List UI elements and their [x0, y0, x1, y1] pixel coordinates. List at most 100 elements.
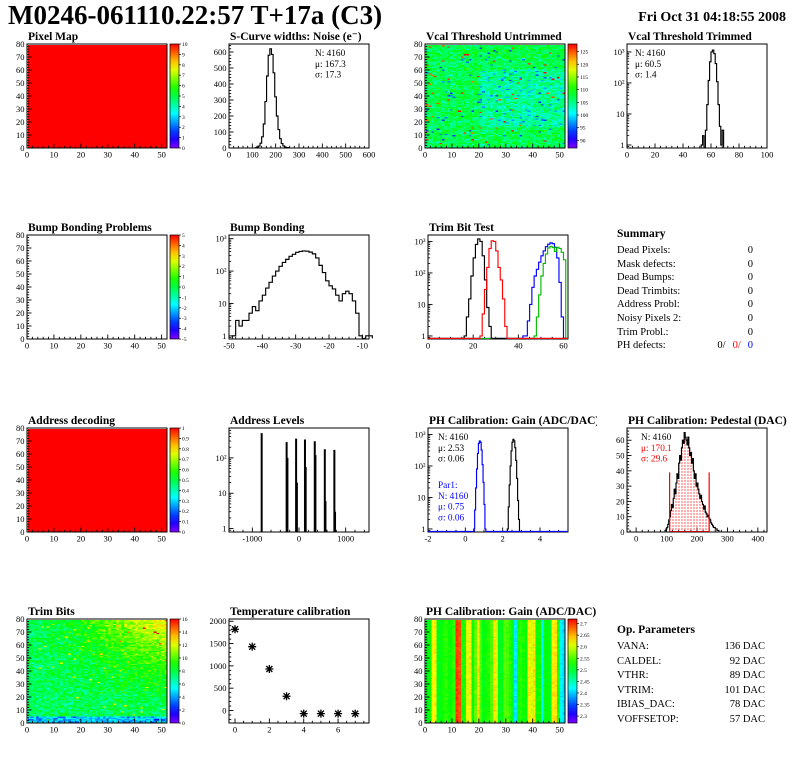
- svg-text:4: 4: [302, 725, 307, 735]
- ph-calibration-gain-hist-svg: PH Calibration: Gain (ADC/DAC) -2 0 2 4 1 10 10…: [414, 415, 597, 544]
- svg-text:50: 50: [157, 150, 166, 160]
- svg-text:0: 0: [20, 527, 24, 537]
- svg-text:400: 400: [751, 534, 764, 544]
- svg-text:80: 80: [414, 39, 423, 49]
- svg-text:N: 4160: N: 4160: [438, 492, 469, 502]
- svg-text:600: 600: [363, 150, 376, 160]
- svg-text:-5: -5: [182, 337, 187, 343]
- vcal-threshold-trimmed-plot: Vcal Threshold Trimmed 0 20 40 60 80 100 1 10 10²…: [597, 30, 796, 200]
- svg-text:30: 30: [414, 679, 423, 689]
- svg-text:0: 0: [25, 725, 29, 735]
- svg-text:20: 20: [77, 341, 86, 351]
- svg-text:N: 4160: N: 4160: [635, 49, 666, 59]
- pixel-map-heatmap-canvas: [27, 44, 167, 148]
- svg-text:30: 30: [104, 725, 113, 735]
- svg-text:200: 200: [269, 150, 282, 160]
- svg-text:Par1:: Par1:: [438, 481, 458, 491]
- svg-text:-20: -20: [323, 341, 334, 351]
- svg-text:Pixel Map: Pixel Map: [28, 31, 78, 43]
- svg-text:PH Calibration: Pedestal (DAC): PH Calibration: Pedestal (DAC): [628, 415, 787, 427]
- op-parameter-value: 92 DAC: [729, 655, 765, 667]
- svg-text:100: 100: [246, 150, 259, 160]
- svg-text:30: 30: [616, 481, 625, 491]
- svg-text:70: 70: [16, 52, 25, 62]
- svg-text:10: 10: [50, 150, 59, 160]
- svg-text:10: 10: [50, 534, 59, 544]
- svg-text:95: 95: [580, 126, 586, 132]
- svg-text:10: 10: [16, 130, 25, 140]
- summary-row-label: Trim Probl.:: [617, 326, 669, 338]
- summary-row: Trim Probl.: 0: [617, 326, 753, 340]
- summary-value: 0: [747, 245, 753, 256]
- svg-text:50: 50: [157, 341, 166, 351]
- trim-bits-heatmap-canvas: [27, 619, 167, 723]
- svg-text:10: 10: [182, 42, 188, 48]
- ph-calibration-gain-map-heatmap-canvas: [425, 619, 565, 723]
- summary-rows: Dead Pixels: 0 Mask defects: 0 Dead Bumps: 0 D…: [617, 244, 753, 353]
- summary-row: Dead Bumps: 0: [617, 271, 753, 285]
- svg-text:60: 60: [16, 256, 25, 266]
- svg-text:-2: -2: [424, 534, 431, 544]
- svg-text:2.65: 2.65: [580, 633, 590, 639]
- svg-text:10: 10: [616, 512, 625, 522]
- svg-text:0: 0: [25, 534, 29, 544]
- scurve-noise-plot: S-Curve widths: Noise (e⁻) 0 100 200 300 400 5…: [199, 30, 398, 200]
- svg-text:60: 60: [414, 640, 423, 650]
- pixel-map-plot: Pixel Map 0 10 20 30 40 50 0 10 20 30 40 50 60 70 80 10 9…: [0, 30, 199, 200]
- svg-text:500: 500: [214, 683, 227, 693]
- svg-text:600: 600: [214, 47, 227, 57]
- svg-text:60: 60: [616, 435, 625, 445]
- svg-text:0: 0: [423, 725, 427, 735]
- svg-text:0.3: 0.3: [182, 499, 189, 505]
- svg-text:0: 0: [182, 530, 185, 536]
- svg-text:8: 8: [182, 63, 185, 69]
- svg-text:2: 2: [501, 534, 505, 544]
- svg-text:500: 500: [214, 63, 227, 73]
- svg-text:9: 9: [182, 52, 185, 58]
- svg-text:0: 0: [634, 534, 638, 544]
- svg-text:μ: 167.3: μ: 167.3: [315, 60, 346, 70]
- svg-text:10³: 10³: [613, 47, 625, 57]
- svg-text:105: 105: [580, 100, 589, 106]
- op-parameter-row-label: VOFFSETOP:: [617, 713, 679, 725]
- svg-text:1: 1: [182, 426, 185, 432]
- svg-text:50: 50: [16, 653, 25, 663]
- svg-text:40: 40: [16, 282, 25, 292]
- svg-text:10: 10: [417, 492, 426, 502]
- svg-text:30: 30: [414, 104, 423, 114]
- trim-bit-test-plot: Trim Bit Test 0 20 40 60 1 10 10² 10³: [398, 221, 597, 391]
- svg-text:10: 10: [16, 514, 25, 524]
- op-parameter-row: VOFFSETOP: 57 DAC: [617, 713, 765, 728]
- svg-text:0: 0: [222, 143, 226, 153]
- svg-text:10: 10: [417, 299, 426, 309]
- svg-text:6: 6: [182, 682, 185, 688]
- svg-text:μ: 170.1: μ: 170.1: [641, 444, 672, 454]
- svg-text:0: 0: [20, 718, 24, 728]
- svg-text:100: 100: [580, 113, 589, 119]
- svg-text:50: 50: [616, 451, 625, 461]
- svg-text:Vcal Threshold Trimmed: Vcal Threshold Trimmed: [628, 31, 752, 43]
- op-parameter-row: VTHR: 89 DAC: [617, 669, 765, 684]
- vcal-threshold-untrimmed-heatmap-canvas: [425, 44, 565, 148]
- svg-text:σ: 29.6: σ: 29.6: [641, 455, 668, 465]
- svg-text:10: 10: [616, 109, 625, 119]
- svg-text:1: 1: [421, 331, 425, 341]
- svg-text:14: 14: [182, 630, 188, 636]
- svg-text:8: 8: [182, 669, 185, 675]
- op-parameter-row-label: CALDEL:: [617, 655, 662, 667]
- op-parameter-value: 101 DAC: [724, 684, 765, 696]
- svg-text:3: 3: [182, 254, 185, 260]
- svg-text:0.4: 0.4: [182, 488, 189, 494]
- svg-text:90: 90: [580, 138, 586, 144]
- svg-text:20: 20: [616, 496, 625, 506]
- svg-text:60: 60: [559, 341, 568, 351]
- svg-text:10³: 10³: [414, 236, 426, 246]
- svg-text:6: 6: [336, 725, 340, 735]
- svg-text:1: 1: [222, 331, 226, 341]
- svg-text:60: 60: [16, 640, 25, 650]
- svg-text:Trim Bit Test: Trim Bit Test: [429, 222, 494, 234]
- bump-bonding-plot: Bump Bonding -50 -40 -30 -20 -10 1 10 10² 10³: [199, 221, 398, 391]
- ph-defects-values: 0/0/0: [710, 339, 753, 353]
- svg-text:σ: 17.3: σ: 17.3: [315, 71, 342, 81]
- svg-text:μ: 2.53: μ: 2.53: [438, 444, 465, 454]
